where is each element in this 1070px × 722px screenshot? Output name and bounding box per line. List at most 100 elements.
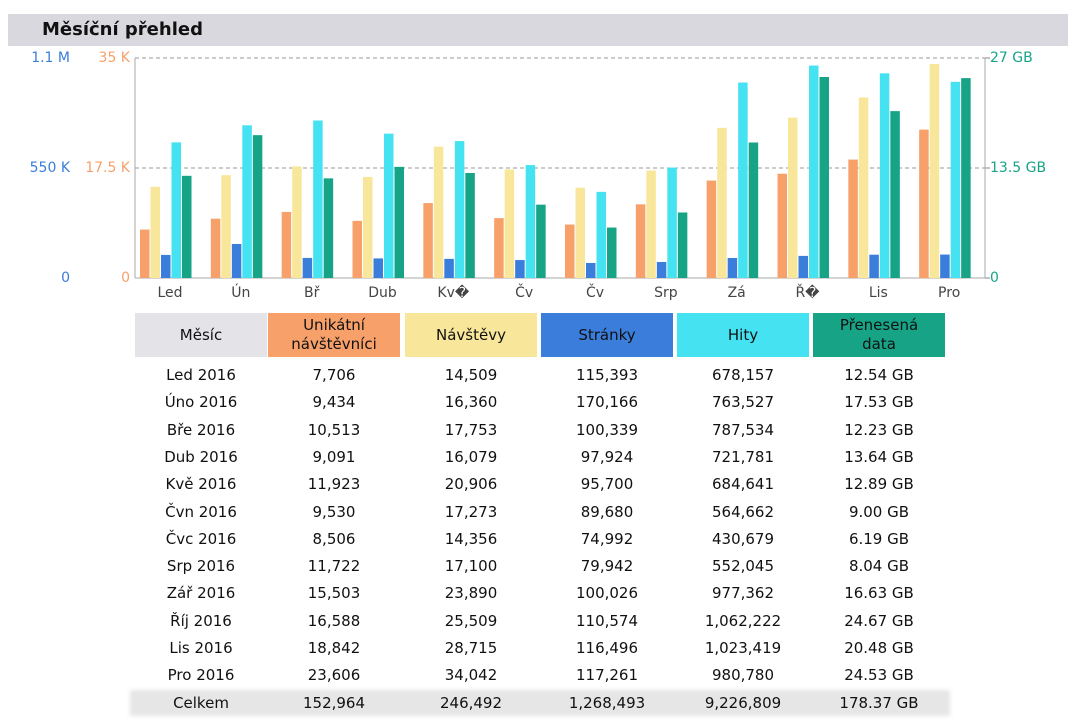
bar bbox=[950, 81, 961, 279]
bar bbox=[252, 135, 263, 278]
cell-value: 23,606 bbox=[307, 666, 361, 685]
cell-value: 564,662 bbox=[711, 502, 775, 521]
row-label: Pro 2016 bbox=[167, 666, 235, 685]
row-label: Úno 2016 bbox=[164, 393, 238, 412]
bar bbox=[171, 142, 181, 278]
bar bbox=[819, 76, 829, 278]
x-tick-label: Zá bbox=[728, 285, 746, 301]
header-cell: Návštěvy bbox=[405, 313, 537, 357]
y-tick-label: 17.5 K bbox=[85, 160, 131, 176]
cell-value: 763,527 bbox=[711, 393, 775, 412]
total-label: Celkem bbox=[173, 693, 229, 712]
total-value: 152,964 bbox=[302, 693, 366, 712]
cell-value: 12.23 GB bbox=[844, 420, 914, 439]
bar bbox=[798, 255, 808, 278]
cell-value: 17,273 bbox=[444, 502, 498, 521]
cell-value: 16,588 bbox=[307, 611, 361, 630]
bar bbox=[313, 120, 323, 279]
cell-value: 8.04 GB bbox=[848, 557, 910, 576]
cell-value: 7,706 bbox=[312, 366, 356, 384]
row-label: Bře 2016 bbox=[166, 420, 236, 439]
bar bbox=[161, 254, 171, 278]
bar bbox=[281, 211, 292, 278]
row-label: Led 2016 bbox=[166, 366, 236, 384]
x-tick-label: Ř� bbox=[795, 284, 820, 301]
cell-value: 977,362 bbox=[711, 584, 775, 603]
bar bbox=[302, 257, 313, 278]
total-value: 1,268,493 bbox=[568, 693, 646, 712]
bar bbox=[384, 133, 394, 278]
bar bbox=[635, 204, 646, 278]
cell-value: 23,890 bbox=[444, 584, 498, 603]
bar bbox=[586, 263, 596, 278]
cell-value: 16.63 GB bbox=[844, 584, 914, 603]
cell-value: 18,842 bbox=[307, 639, 361, 657]
cell-value: 100,339 bbox=[575, 420, 639, 439]
cell-value: 25,509 bbox=[444, 611, 498, 630]
y-tick-label: 35 K bbox=[99, 50, 131, 66]
bar bbox=[444, 258, 454, 278]
title-bar bbox=[8, 14, 1068, 46]
cell-value: 6.19 GB bbox=[848, 529, 910, 548]
bar bbox=[242, 125, 252, 278]
bar bbox=[504, 169, 515, 278]
cell-value: 116,496 bbox=[575, 639, 639, 657]
cell-value: 1,023,419 bbox=[704, 639, 782, 657]
bar bbox=[525, 165, 536, 278]
bar bbox=[717, 127, 727, 278]
cell-value: 16,360 bbox=[444, 393, 498, 412]
y-tick-label: 27 GB bbox=[990, 50, 1033, 66]
bar bbox=[809, 65, 819, 278]
bar bbox=[929, 64, 940, 278]
cell-value: 24.53 GB bbox=[844, 666, 914, 685]
cell-value: 11,923 bbox=[307, 475, 361, 494]
bar bbox=[890, 111, 900, 279]
row-label: Říj 2016 bbox=[170, 611, 232, 630]
bar bbox=[656, 262, 667, 278]
header-text: Hity bbox=[727, 325, 759, 344]
row-label: Dub 2016 bbox=[164, 447, 238, 466]
row-label: Čvn 2016 bbox=[165, 502, 237, 521]
cell-value: 1,062,222 bbox=[704, 611, 782, 630]
bar bbox=[677, 212, 688, 278]
cell-value: 9,530 bbox=[312, 502, 356, 521]
bar bbox=[879, 73, 890, 279]
bar bbox=[465, 172, 475, 278]
total-row-bg bbox=[130, 689, 950, 716]
bar bbox=[494, 218, 504, 278]
bar bbox=[182, 175, 192, 278]
header-cell: Stránky bbox=[541, 313, 673, 357]
cell-value: 28,715 bbox=[444, 639, 498, 657]
header-text: Přenesená data bbox=[839, 316, 919, 353]
row-label: Lis 2016 bbox=[169, 639, 233, 657]
cell-value: 115,393 bbox=[575, 366, 639, 384]
bar bbox=[919, 129, 929, 278]
x-tick-label: Led bbox=[157, 285, 182, 301]
cell-value: 20,906 bbox=[444, 475, 498, 494]
bar bbox=[454, 141, 465, 278]
cell-value: 11,722 bbox=[307, 557, 361, 576]
x-tick-label: Kv� bbox=[437, 284, 469, 301]
bar bbox=[210, 218, 221, 278]
bar bbox=[423, 203, 433, 278]
y-tick-label: 0 bbox=[121, 270, 130, 286]
bar bbox=[433, 146, 444, 278]
cell-value: 14,509 bbox=[444, 366, 498, 384]
row-label: Srp 2016 bbox=[166, 557, 236, 576]
cell-value: 14,356 bbox=[444, 529, 498, 548]
bar bbox=[596, 191, 606, 278]
header-cell: Unikátní návštěvníci bbox=[268, 313, 400, 357]
y-tick-label: 0 bbox=[61, 270, 70, 286]
x-tick-label: Srp bbox=[654, 285, 678, 301]
total-value: 9,226,809 bbox=[704, 693, 782, 712]
cell-value: 20.48 GB bbox=[844, 639, 914, 657]
bar bbox=[565, 224, 575, 278]
cell-value: 79,942 bbox=[580, 557, 634, 576]
bar bbox=[352, 220, 362, 278]
header-text: Měsíc bbox=[179, 325, 223, 344]
cell-value: 678,157 bbox=[711, 366, 775, 384]
cell-value: 13.64 GB bbox=[844, 447, 914, 466]
header-cell: Přenesená data bbox=[813, 313, 945, 357]
cell-value: 17.53 GB bbox=[844, 393, 914, 412]
